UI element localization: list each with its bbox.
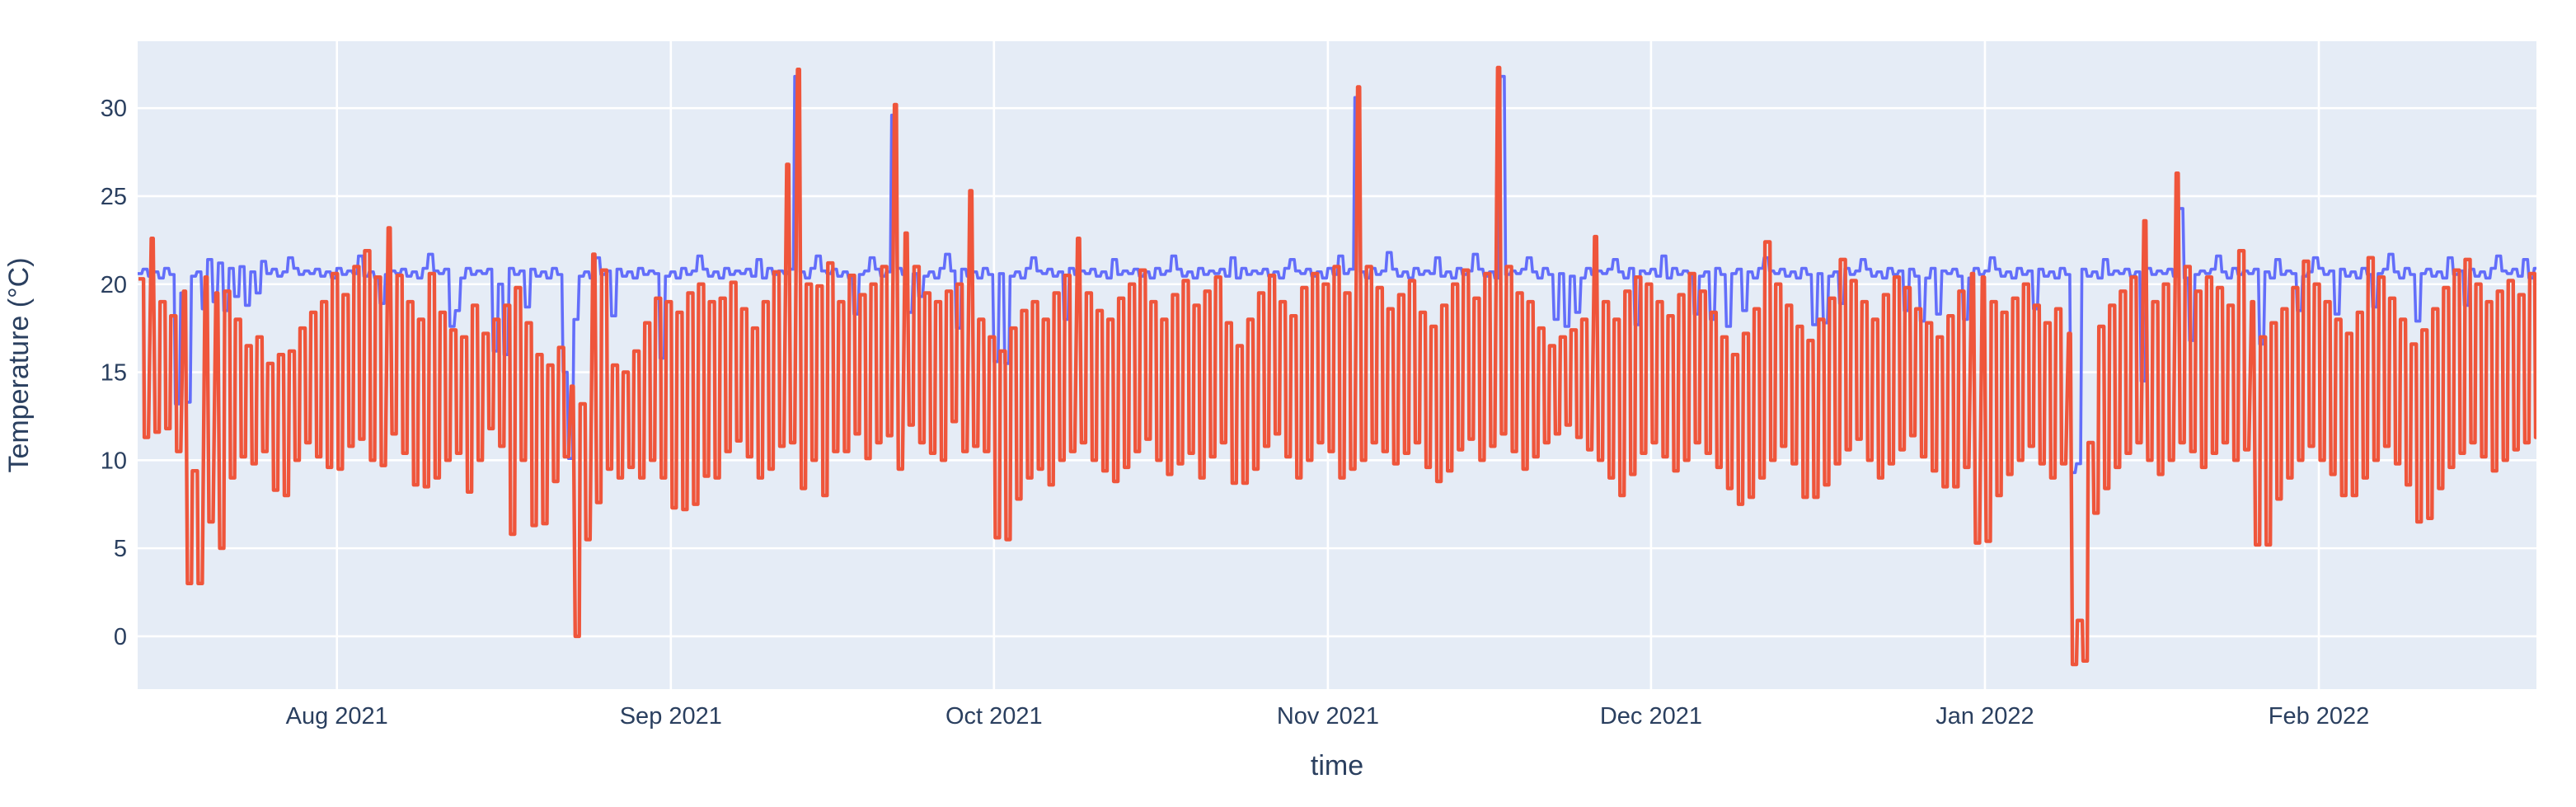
x-tick-label: Sep 2021 [620, 703, 722, 730]
y-tick-label: 25 [101, 184, 127, 210]
x-tick-label: Dec 2021 [1600, 703, 1702, 730]
x-tick-label: Feb 2022 [2269, 703, 2370, 730]
y-axis-title: Temperature (°C) [3, 257, 35, 472]
x-tick-label: Nov 2021 [1277, 703, 1379, 730]
x-axis-title: time [1311, 750, 1363, 781]
series-layer [138, 65, 2540, 667]
x-tick-label: Jan 2022 [1936, 703, 2034, 730]
red-series-line[interactable] [138, 65, 2540, 667]
x-tick-label: Oct 2021 [945, 703, 1043, 730]
y-tick-label: 30 [101, 96, 127, 122]
y-tick-label: 10 [101, 448, 127, 474]
x-tick-label: Aug 2021 [286, 703, 388, 730]
y-tick-label: 0 [114, 624, 127, 650]
y-tick-label: 5 [114, 536, 127, 562]
y-tick-label: 20 [101, 272, 127, 298]
y-tick-label: 15 [101, 360, 127, 387]
axis-tick-labels: 0 5 10 15 20 25 30 Aug 2021 Sep 2021 Oct 2021 Nov … [101, 96, 2370, 730]
